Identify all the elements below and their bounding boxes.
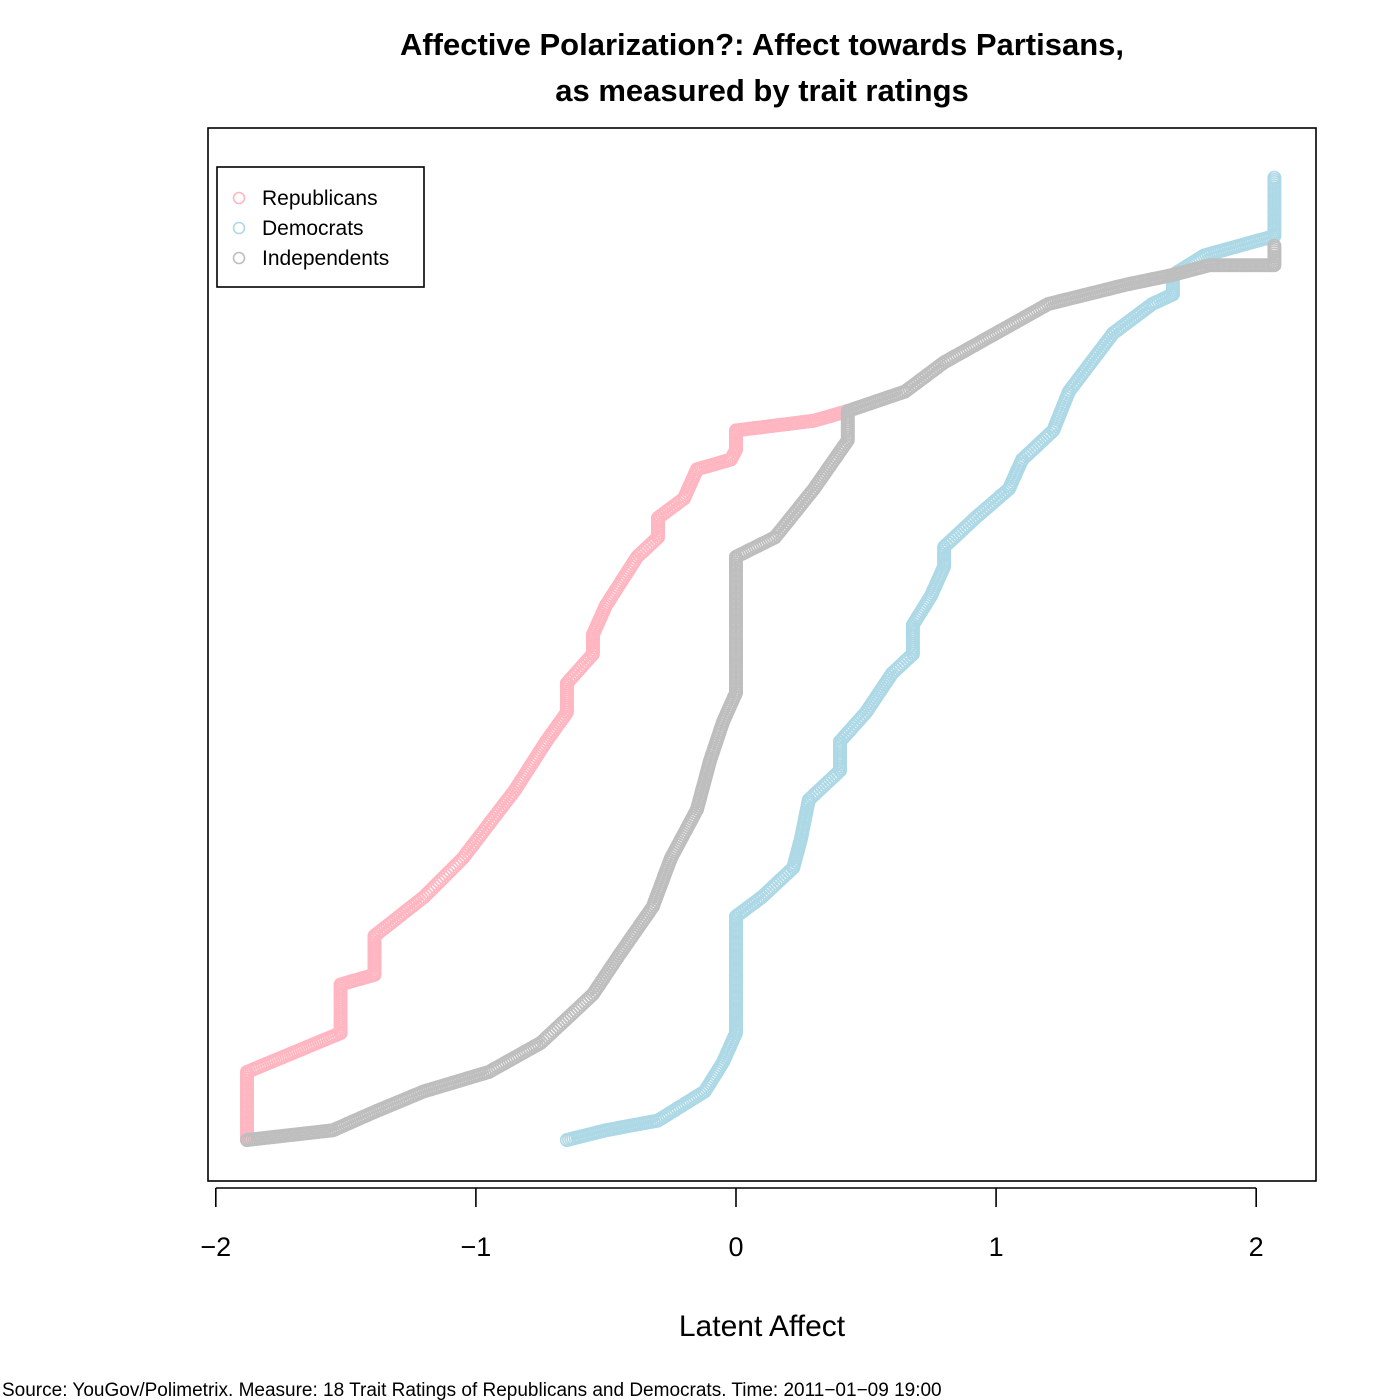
data-point <box>837 437 852 452</box>
x-tick-label: −2 <box>200 1232 231 1262</box>
legend-marker-independents <box>232 251 246 265</box>
legend-marker-democrats <box>232 221 246 235</box>
x-tick-label: 2 <box>1249 1232 1264 1262</box>
chart-title-line-1: Affective Polarization?: Affect towards … <box>400 27 1124 62</box>
chart-title-line-2: as measured by trait ratings <box>555 73 969 108</box>
legend-label-democrats: Democrats <box>262 217 364 240</box>
x-axis: −2 −1 0 1 2 <box>200 1187 1264 1262</box>
x-axis-label: Latent Affect <box>679 1310 846 1343</box>
legend-marker-republicans <box>232 191 246 205</box>
x-tick-label: 1 <box>989 1232 1004 1262</box>
data-point <box>1267 238 1282 253</box>
series-republicans <box>240 403 855 1148</box>
data-point <box>1267 170 1282 185</box>
plot-frame <box>207 127 1317 1182</box>
legend-label-republicans: Republicans <box>262 187 378 210</box>
legend-label-independents: Independents <box>262 247 389 270</box>
series-democrats <box>559 170 1282 1148</box>
points-layer <box>240 170 1282 1148</box>
series-independents <box>240 238 1282 1148</box>
legend-box <box>216 166 425 288</box>
x-tick-label: −1 <box>460 1232 491 1262</box>
legend: Republicans Democrats Independents <box>216 166 425 288</box>
x-tick-label: 0 <box>728 1232 743 1262</box>
source-note: Source: YouGov/Polimetrix. Measure: 18 T… <box>2 1380 942 1400</box>
